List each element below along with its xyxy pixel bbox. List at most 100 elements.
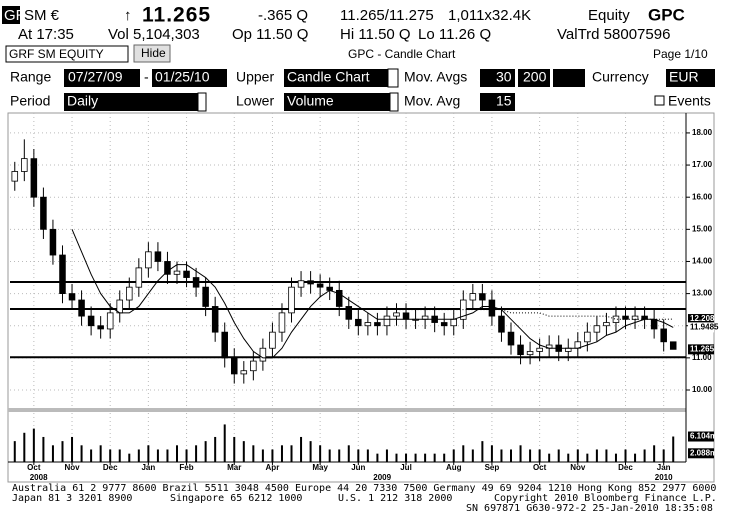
y-tick-label: 14.00 xyxy=(692,257,713,266)
candle-body xyxy=(450,318,458,327)
ma30-line xyxy=(71,229,674,359)
ma-vol[interactable]: 15 xyxy=(496,93,512,109)
candle-body xyxy=(106,312,114,330)
footer-2a: Japan 81 3 3201 8900 xyxy=(12,493,132,504)
ma1-box[interactable] xyxy=(480,69,515,87)
x-tick-label: Jun xyxy=(351,463,365,472)
volume-bar xyxy=(405,453,408,462)
volume-bar xyxy=(290,445,293,462)
year-label: 2009 xyxy=(373,473,391,482)
volume-bar xyxy=(529,449,532,462)
open-text: Op 11.50 Q xyxy=(232,26,308,43)
candle-body xyxy=(297,280,305,288)
footer-2b: Singapore 65 6212 1000 xyxy=(170,493,302,504)
start-box[interactable] xyxy=(64,69,140,87)
ma3-box[interactable] xyxy=(553,69,585,87)
candle-body xyxy=(488,299,496,317)
candle-body xyxy=(345,306,353,320)
volume-bar xyxy=(195,445,198,462)
volume-bar xyxy=(634,453,637,462)
candle-body xyxy=(383,315,391,327)
upper-value[interactable]: Candle Chart xyxy=(287,69,370,85)
ma2[interactable]: 200 xyxy=(523,69,547,85)
last-label: 11.9485 xyxy=(690,322,719,331)
volume-bar xyxy=(214,436,217,462)
candle-body xyxy=(183,270,190,278)
footer-2d: Copyright 2010 Bloomberg Finance L.P. xyxy=(494,493,717,504)
low-text: Lo 11.26 Q xyxy=(418,26,491,43)
hide-button[interactable] xyxy=(133,44,171,63)
x-tick-label: Dec xyxy=(618,463,633,472)
lower-value[interactable]: Volume xyxy=(287,93,334,109)
volume-bar xyxy=(32,428,35,462)
ma-vol-box[interactable] xyxy=(480,93,515,111)
x-tick-label: Nov xyxy=(64,463,80,472)
candle-body xyxy=(612,315,620,323)
time: At 17:35 xyxy=(18,26,74,43)
equity: Equity xyxy=(588,7,630,24)
x-tick-label: Oct xyxy=(27,463,41,472)
upper-label: Upper xyxy=(236,69,274,85)
lower-drop[interactable] xyxy=(389,92,399,112)
volume-bar xyxy=(653,445,656,462)
hide-label[interactable]: Hide xyxy=(141,46,166,60)
chart-frame xyxy=(7,112,715,483)
x-tick-label: Sep xyxy=(485,463,500,472)
candle-body xyxy=(269,331,276,349)
candle-body xyxy=(259,347,267,362)
candle-body xyxy=(622,315,629,320)
upper-box[interactable] xyxy=(284,69,388,87)
last-label: 11.265 xyxy=(690,344,715,353)
candle-body xyxy=(240,370,248,375)
candle-body xyxy=(603,322,610,327)
candle-body xyxy=(154,251,162,262)
volume-bar xyxy=(328,449,331,462)
events-checkbox[interactable] xyxy=(654,95,665,106)
candle-body xyxy=(650,318,658,330)
year-label: 2008 xyxy=(30,473,48,482)
y-tick-label: 17.00 xyxy=(692,160,713,169)
end-box[interactable] xyxy=(152,69,227,87)
volume-bar xyxy=(176,445,178,462)
last-label-box xyxy=(688,322,714,333)
period-drop[interactable] xyxy=(197,92,207,112)
mov-avgs-label: Mov. Avgs xyxy=(404,69,467,85)
candle-body xyxy=(278,312,286,333)
period-label: Period xyxy=(10,93,50,109)
period-box[interactable] xyxy=(64,93,198,111)
candle-body xyxy=(145,251,152,269)
last-label-box xyxy=(688,314,714,325)
candle-body xyxy=(517,344,524,356)
footer-2c: U.S. 1 212 318 2000 xyxy=(338,493,452,504)
candle-body xyxy=(126,286,133,301)
end-date[interactable]: 01/25/10 xyxy=(155,69,210,85)
candle-body xyxy=(49,228,57,256)
candle-body xyxy=(87,315,95,327)
currency-box[interactable] xyxy=(666,69,715,87)
volume-bar xyxy=(90,449,93,462)
volume-bar xyxy=(51,445,54,462)
candle-body xyxy=(11,171,19,182)
events-label[interactable]: Events xyxy=(668,93,711,109)
volume-bar xyxy=(99,445,102,462)
volume-bar xyxy=(166,449,169,462)
volume-bar xyxy=(433,453,436,462)
start-date[interactable]: 07/27/09 xyxy=(68,69,123,85)
lower-box[interactable] xyxy=(284,93,390,111)
price: 11.265 xyxy=(142,4,211,27)
volume-bar xyxy=(280,445,283,462)
period-value[interactable]: Daily xyxy=(67,93,98,109)
high-text: Hi 11.50 Q xyxy=(340,26,411,43)
candle-body xyxy=(402,312,410,320)
ma2-box[interactable] xyxy=(518,69,550,87)
volume-bar xyxy=(118,449,121,462)
y-tick-label: 13.00 xyxy=(692,289,713,298)
currency-value[interactable]: EUR xyxy=(669,69,699,85)
ma1[interactable]: 30 xyxy=(496,69,512,85)
candle-body xyxy=(584,331,591,343)
volume-bar xyxy=(595,449,598,462)
volume-bar xyxy=(42,436,45,462)
volume-bar xyxy=(366,449,369,462)
upper-drop[interactable] xyxy=(387,68,399,88)
range-label: Range xyxy=(10,69,51,85)
